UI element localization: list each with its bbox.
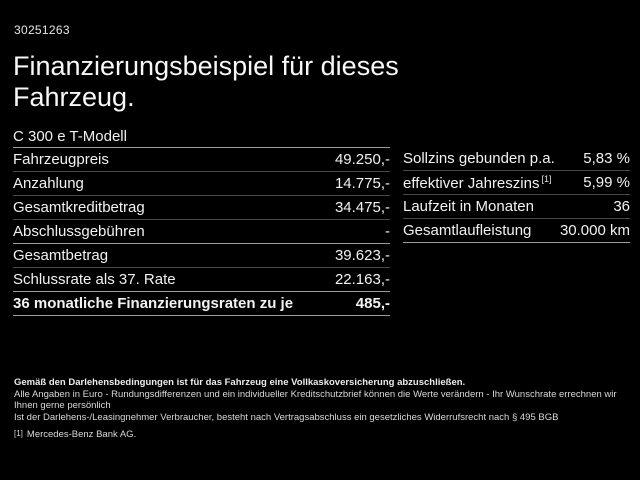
row-value: 36 (613, 198, 630, 215)
footnote-text: Mercedes-Benz Bank AG. (26, 429, 137, 440)
conditions-table: Sollzins gebunden p.a. 5,83 % effektiver… (403, 147, 630, 243)
row-label: effektiver Jahreszins [1] (403, 173, 552, 192)
row-value: 39.623,- (334, 247, 390, 264)
row-value: 5,99 % (583, 174, 630, 191)
row-label: Fahrzeugpreis (13, 151, 109, 168)
row-value: 34.475,- (334, 199, 390, 216)
table-row-gesamtlaufleistung: Gesamtlaufleistung 30.000 km (403, 219, 630, 243)
page-title: Finanzierungsbeispiel für dieses Fahrzeu… (13, 51, 399, 113)
row-value: 49.250,- (334, 151, 390, 168)
financing-table: Fahrzeugpreis 49.250,- Anzahlung 14.775,… (13, 147, 390, 316)
row-value: - (385, 223, 390, 240)
row-label: Schlussrate als 37. Rate (13, 271, 176, 288)
row-label: Laufzeit in Monaten (403, 198, 534, 215)
table-row-sollzins: Sollzins gebunden p.a. 5,83 % (403, 147, 630, 171)
row-value: 30.000 km (559, 222, 630, 239)
table-row-monthly-rate: 36 monatliche Finanzierungsraten zu je 4… (13, 292, 390, 316)
table-row-schlussrate: Schlussrate als 37. Rate 22.163,- (13, 268, 390, 292)
table-row-anzahlung: Anzahlung 14.775,- (13, 172, 390, 196)
table-row-abschlussgebuehren: Abschlussgebühren - (13, 220, 390, 244)
disclaimer-general: Alle Angaben in Euro - Rundungsdifferenz… (14, 388, 617, 412)
page-title-line2: Fahrzeug. (13, 82, 135, 112)
footnote-bank: [1] Mercedes-Benz Bank AG. (14, 429, 628, 441)
disclaimer-withdrawal: Ist der Darlehens-/Leasingnehmer Verbrau… (14, 411, 559, 423)
footnote-ref: [1] (541, 173, 552, 184)
table-row-gesamtkreditbetrag: Gesamtkreditbetrag 34.475,- (13, 196, 390, 220)
row-label: 36 monatliche Finanzierungsraten zu je (13, 295, 294, 312)
row-value: 22.163,- (334, 271, 390, 288)
table-row-fahrzeugpreis: Fahrzeugpreis 49.250,- (13, 148, 390, 172)
table-row-effektiver-jahreszins: effektiver Jahreszins [1] 5,99 % (403, 171, 630, 195)
vehicle-id: 30251263 (14, 23, 70, 37)
disclaimer-footer: Gemäß den Darlehensbedingungen ist für d… (14, 377, 628, 441)
row-label: Gesamtlaufleistung (403, 222, 532, 239)
page-title-line1: Finanzierungsbeispiel für dieses (13, 51, 399, 81)
row-value: 485,- (355, 295, 390, 312)
row-label: Anzahlung (13, 175, 84, 192)
disclaimer-insurance: Gemäß den Darlehensbedingungen ist für d… (14, 377, 466, 388)
footnote-marker: [1] (14, 429, 23, 438)
row-label: Sollzins gebunden p.a. (403, 150, 555, 167)
row-value: 14.775,- (334, 175, 390, 192)
model-name: C 300 e T-Modell (13, 128, 127, 145)
table-row-laufzeit: Laufzeit in Monaten 36 (403, 195, 630, 219)
row-value: 5,83 % (583, 150, 630, 167)
table-row-gesamtbetrag: Gesamtbetrag 39.623,- (13, 244, 390, 268)
row-label: Gesamtbetrag (13, 247, 109, 264)
row-label: Gesamtkreditbetrag (13, 199, 145, 216)
row-label: Abschlussgebühren (13, 223, 145, 240)
